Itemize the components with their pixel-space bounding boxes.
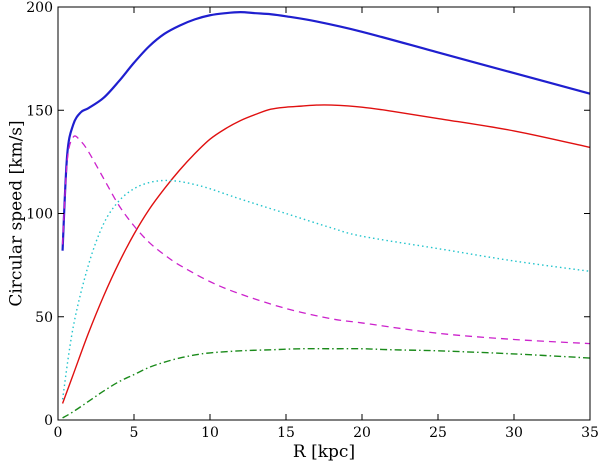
y-tick-label: 100 <box>26 207 53 223</box>
y-axis-label: Circular speed [km/s] <box>7 120 27 306</box>
y-tick-label: 150 <box>26 103 53 119</box>
x-tick-label: 30 <box>505 425 523 441</box>
y-tick-label: 50 <box>35 310 53 326</box>
series-line-1 <box>61 11 591 251</box>
x-tick-label: 25 <box>429 425 447 441</box>
x-tick-label: 0 <box>54 425 63 441</box>
series-line-4 <box>61 179 591 400</box>
series-line-5 <box>62 347 591 419</box>
y-tick-label: 200 <box>26 0 53 16</box>
x-axis-label: R [kpc] <box>293 442 355 462</box>
axis-ticks <box>57 6 591 421</box>
x-tick-label: 15 <box>277 425 295 441</box>
x-tick-label: 35 <box>581 425 599 441</box>
series-line-3 <box>61 135 591 345</box>
x-tick-label: 10 <box>201 425 219 441</box>
tick-labels: 0 5 10 15 20 25 30 35 0 50 100 150 200 <box>26 0 599 441</box>
y-tick-label: 0 <box>44 413 53 429</box>
x-tick-label: 20 <box>353 425 371 441</box>
plot-frame <box>57 6 591 421</box>
series-line-2 <box>61 104 591 404</box>
series-lines <box>61 11 591 419</box>
x-tick-label: 5 <box>130 425 139 441</box>
